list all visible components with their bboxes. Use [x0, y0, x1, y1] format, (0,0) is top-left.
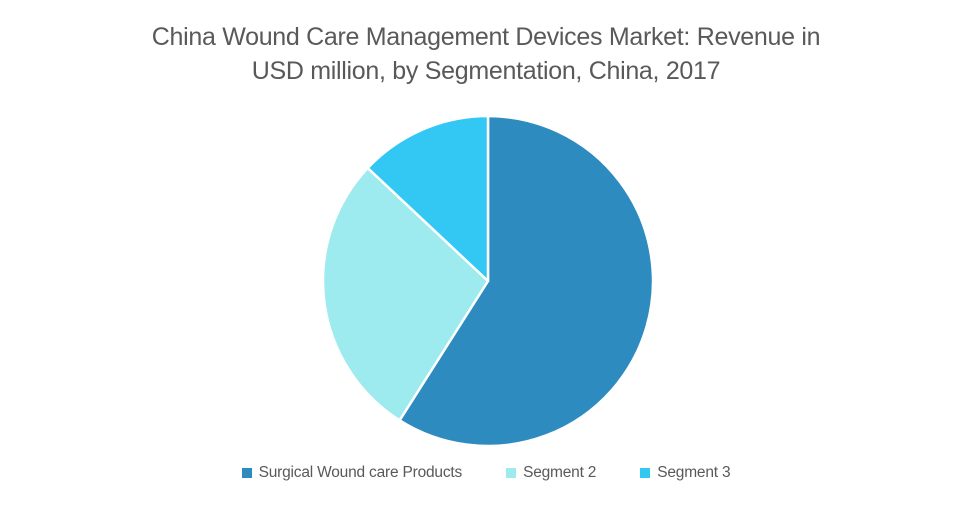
legend-swatch-icon [506, 468, 517, 478]
chart-title-line2: USD million, by Segmentation, China, 201… [251, 57, 721, 85]
legend-item-surgical-wound-care-products: Surgical Wound care Products [241, 464, 463, 482]
chart-title-line1: China Wound Care Management Devices Mark… [151, 23, 821, 51]
pie-chart [321, 114, 655, 448]
pie-slice-surgical-wound-care-products [398, 114, 655, 448]
legend-swatch-icon [640, 468, 651, 478]
legend: Surgical Wound care Products Segment 2 S… [0, 464, 972, 482]
pie-slice-segment-3 [366, 114, 490, 283]
legend-label: Segment 2 [523, 464, 597, 481]
legend-item-segment-2: Segment 2 [506, 464, 596, 482]
legend-label: Segment 3 [657, 464, 731, 481]
legend-label: Surgical Wound care Products [258, 464, 463, 481]
chart-title: China Wound Care Management Devices Mark… [0, 20, 972, 88]
legend-item-segment-3: Segment 3 [640, 464, 731, 482]
legend-swatch-icon [241, 468, 252, 478]
pie-slice-segment-2 [321, 166, 490, 422]
